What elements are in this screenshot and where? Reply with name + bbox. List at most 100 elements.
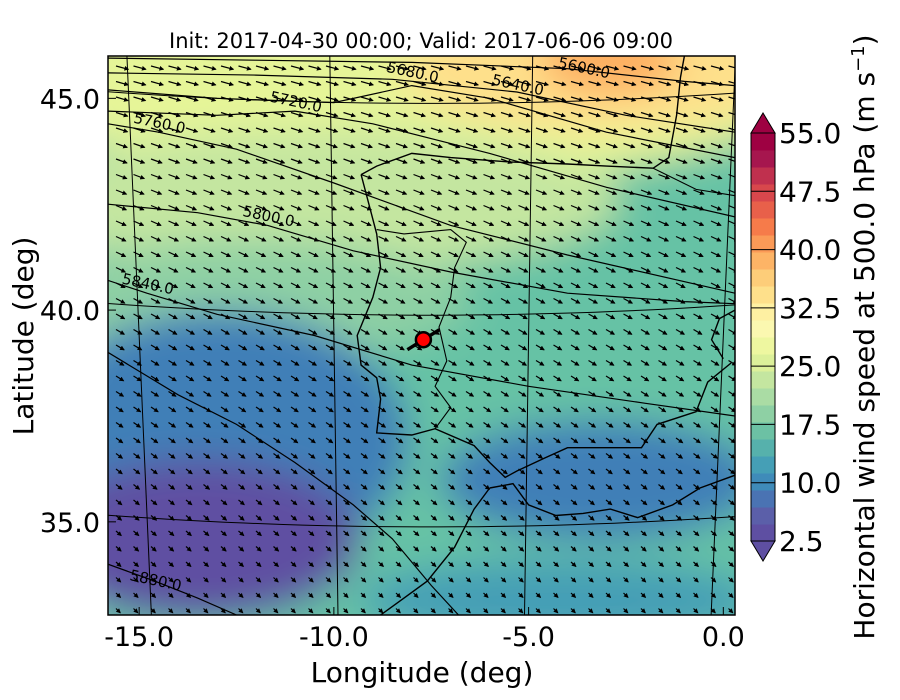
wind-arrow-146 [150, 127, 164, 133]
colorbar-band-13 [751, 303, 775, 321]
wind-arrow-1057 [343, 515, 350, 521]
wind-arrow-117 [273, 111, 286, 118]
wind-arrow-517 [343, 282, 354, 289]
wind-arrow-919 [448, 453, 456, 459]
wind-arrow-812 [465, 406, 474, 413]
wind-arrow-456 [535, 251, 547, 258]
wind-arrow-672 [535, 344, 545, 351]
wind-arrow-953 [413, 468, 421, 475]
wind-arrow-177 [693, 127, 706, 133]
wind-arrow-928 [605, 453, 614, 459]
wind-arrow-320 [675, 189, 688, 195]
wind-arrow-505 [133, 282, 144, 289]
wind-arrow-525 [483, 282, 494, 289]
wind-arrow-647 [728, 328, 735, 335]
y-axis-label: Latitude (deg) [7, 237, 40, 436]
wind-arrow-663 [378, 344, 388, 351]
wind-arrow-513 [273, 282, 284, 289]
wind-arrow-992 [465, 484, 473, 490]
colorbar-band-11 [751, 337, 775, 355]
wind-arrow-348 [535, 204, 548, 211]
wind-arrow-946 [290, 468, 298, 475]
wind-arrow-15 [378, 65, 392, 71]
wind-arrow-295 [238, 189, 250, 195]
wind-arrow-395 [728, 220, 735, 226]
wind-arrow-839 [308, 422, 317, 428]
wind-arrow-476 [255, 266, 267, 273]
wind-arrow-780 [535, 390, 545, 397]
wind-arrow-1020 [325, 499, 333, 506]
wind-arrow-26 [570, 65, 585, 71]
wind-arrow-802 [290, 406, 299, 413]
wind-arrow-643 [658, 328, 668, 335]
wind-arrow-796 [185, 406, 194, 413]
field-patch-7 [440, 420, 735, 540]
wind-arrow-848 [465, 422, 474, 428]
wind-arrow-695 [308, 359, 317, 366]
wind-arrow-266 [360, 173, 373, 180]
wind-arrow-534 [640, 282, 651, 289]
wind-arrow-159 [378, 127, 391, 133]
wind-arrow-1053 [273, 515, 280, 521]
wind-arrow-283 [658, 173, 671, 180]
wind-arrow-469 [133, 266, 144, 273]
wind-arrow-226 [290, 158, 303, 164]
wind-arrow-34 [710, 65, 725, 71]
wind-arrow-364 [185, 220, 197, 226]
wind-arrow-67 [658, 80, 672, 87]
wind-arrow-1022 [360, 499, 368, 506]
wind-arrow-49 [343, 80, 357, 87]
wind-arrow-464 [675, 251, 687, 258]
wind-arrow-636 [535, 328, 545, 335]
wind-arrow-735 [378, 375, 387, 382]
field-patch-3 [108, 130, 620, 270]
wind-arrow-910 [290, 453, 299, 459]
wind-arrow-1026 [430, 499, 438, 506]
wind-arrow-710 [570, 359, 580, 366]
wind-arrow-627 [378, 328, 388, 335]
wind-arrow-1009 [133, 499, 140, 506]
wind-arrow-509 [203, 282, 214, 289]
wind-arrow-834 [220, 422, 229, 428]
wind-arrow-871 [238, 437, 246, 444]
wind-arrow-736 [395, 375, 405, 382]
wind-arrow-495 [588, 266, 599, 273]
wind-arrow-795 [168, 406, 177, 413]
wind-arrow-814 [500, 406, 509, 413]
wind-arrow-414 [430, 235, 442, 242]
wind-arrow-718 [710, 359, 720, 366]
wind-arrow-156 [325, 127, 339, 133]
wind-arrow-6 [220, 65, 235, 71]
wind-arrow-308 [465, 189, 478, 195]
colorbar-tick-label: 55.0 [779, 117, 841, 150]
wind-arrow-181 [133, 142, 146, 149]
wind-arrow-515 [308, 282, 319, 289]
wind-arrow-851 [518, 422, 527, 428]
wind-arrow-980 [255, 484, 263, 490]
wind-arrow-174 [640, 127, 654, 133]
wind-arrow-730 [290, 375, 300, 382]
wind-arrow-610 [710, 313, 721, 320]
wind-arrow-333 [273, 204, 285, 211]
wind-arrow-58 [500, 80, 514, 87]
wind-arrow-182 [150, 142, 163, 149]
wind-arrow-835 [238, 422, 247, 428]
wind-arrow-176 [675, 127, 689, 133]
wind-arrow-425 [623, 235, 635, 242]
wind-arrow-489 [483, 266, 494, 273]
wind-arrow-631 [448, 328, 458, 335]
wind-arrow-616 [185, 328, 195, 335]
wind-arrow-867 [168, 437, 176, 444]
wind-arrow-359 [728, 204, 735, 211]
wind-arrow-126 [430, 111, 444, 118]
wind-arrow-309 [483, 189, 495, 195]
wind-arrow-43 [238, 80, 252, 87]
wind-arrow-935 [728, 453, 735, 459]
wind-arrow-66 [640, 80, 654, 87]
wind-arrow-586 [290, 313, 301, 320]
wind-arrow-256 [185, 173, 198, 180]
wind-arrow-607 [658, 313, 668, 320]
wind-arrow-155 [308, 127, 321, 133]
wind-arrow-206 [570, 142, 583, 149]
wind-arrow-160 [395, 127, 409, 133]
